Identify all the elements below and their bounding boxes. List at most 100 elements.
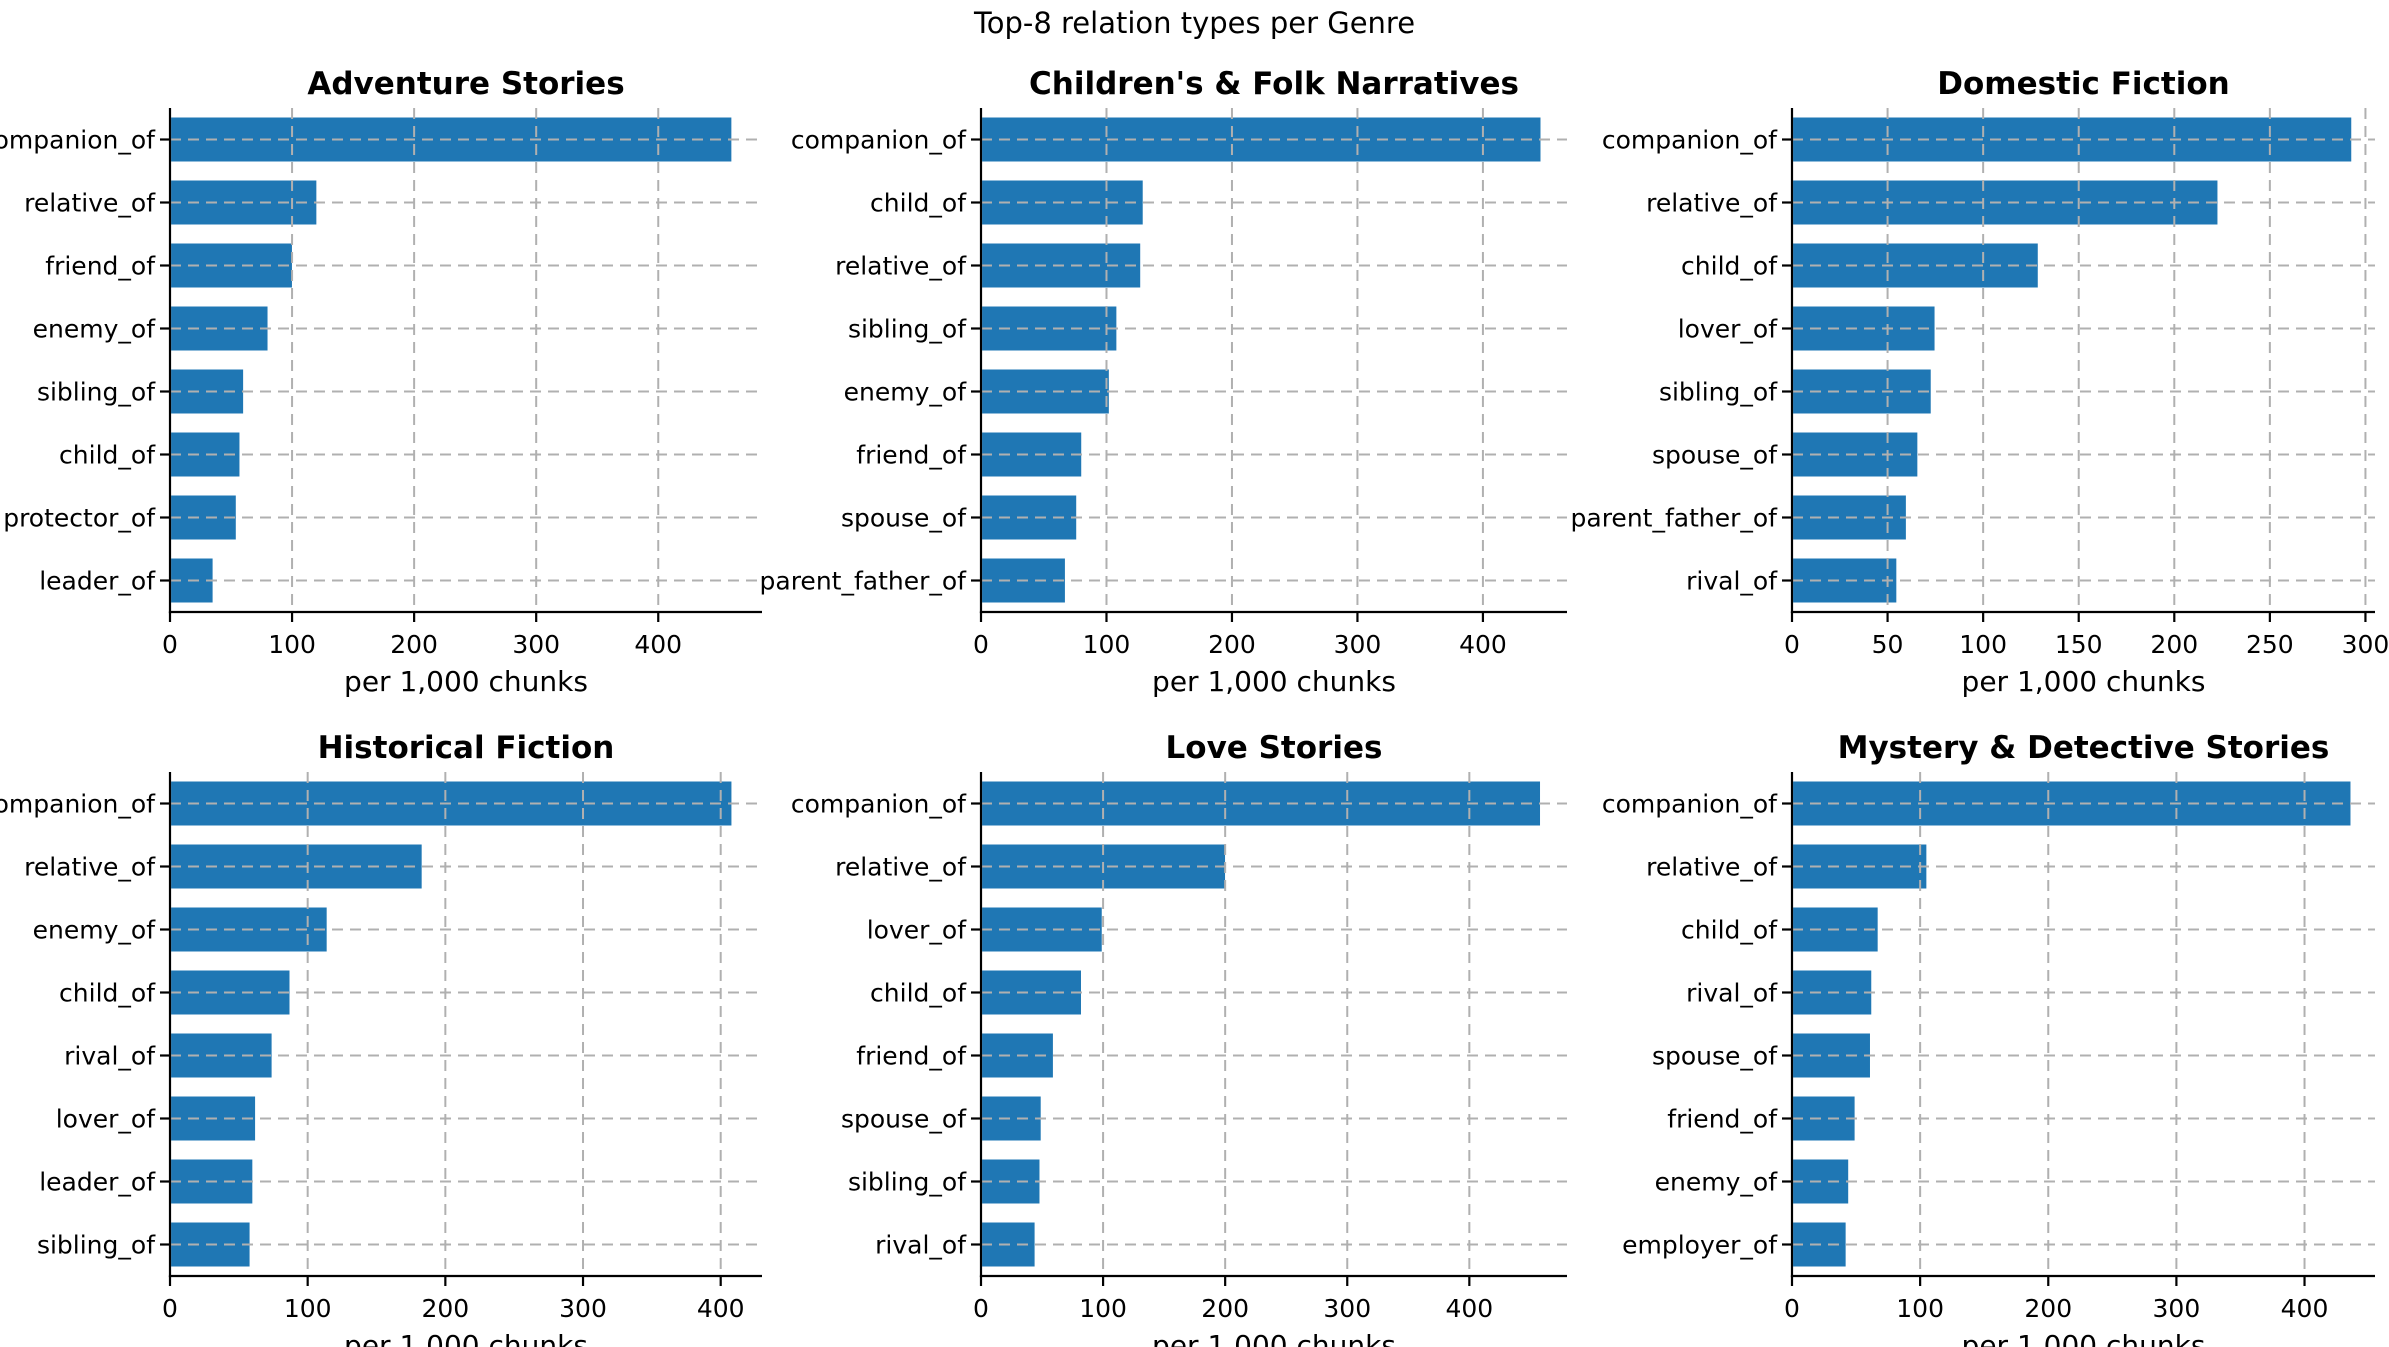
x-tick-label: 400 [1459,630,1507,659]
subplot-title: Domestic Fiction [1937,66,2229,102]
subplot-historical-fiction: 0 100 200 300 400 companion_of relative_ofenem… [0,730,762,1347]
category-label: companion_of [0,790,156,819]
category-label: relative_of [1646,853,1778,882]
category-label: enemy_of [33,916,157,945]
category-label: sibling_of [37,378,156,407]
category-label: child_of [870,189,967,218]
x-tick-label: 400 [697,1294,745,1323]
x-tick-label: 200 [1201,1294,1249,1323]
category-label: companion_of [791,790,967,819]
category-label: parent_father_of [1571,504,1779,533]
category-label: rival_of [1686,567,1778,596]
x-tick-label: 200 [390,630,438,659]
category-label: lover_of [56,1105,156,1134]
category-label: parent_father_of [760,567,968,596]
category-label: spouse_of [841,504,967,533]
x-tick-label: 400 [1445,1294,1493,1323]
x-tick-label: 300 [1334,630,1382,659]
category-label: companion_of [1602,126,1778,155]
category-label: relative_of [1646,189,1778,218]
category-label: child_of [870,979,967,1008]
category-label: employer_of [1622,1231,1778,1260]
subplot-title: Mystery & Detective Stories [1838,730,2330,766]
category-label: lover_of [1678,315,1778,344]
category-label: friend_of [45,252,156,281]
category-label: enemy_of [1655,1168,1779,1197]
subplot-mystery-detective-stories: 0 100 200 300 400 companion_of relative_ofchil… [1602,730,2375,1347]
category-label: sibling_of [37,1231,156,1260]
category-label: friend_of [1667,1105,1778,1134]
x-axis-label: per 1,000 chunks [344,665,588,698]
category-label: leader_of [39,1168,156,1197]
x-tick-label: 0 [1784,1294,1800,1323]
x-tick-label: 300 [559,1294,607,1323]
category-label: companion_of [1602,790,1778,819]
x-axis-label: per 1,000 chunks [1152,665,1396,698]
subplot-domestic-fiction: 0 50 100 150 200 250 300 companion_of relative_o… [1571,66,2389,698]
subplot-adventure-stories: 0 100 200 300 400 companion_of relative_offrie… [0,66,762,698]
category-label: relative_of [835,853,967,882]
x-tick-label: 0 [973,1294,989,1323]
bar-rival_of [171,1033,272,1078]
category-label: lover_of [867,916,967,945]
category-label: rival_of [1686,979,1778,1008]
category-label: leader_of [39,567,156,596]
x-tick-label: 0 [1784,630,1800,659]
x-tick-label: 250 [2246,630,2294,659]
category-label: sibling_of [848,1168,967,1197]
x-tick-label: 300 [1323,1294,1371,1323]
x-tick-label: 0 [973,630,989,659]
x-tick-label: 150 [2055,630,2103,659]
x-tick-label: 0 [162,630,178,659]
x-tick-label: 400 [2281,1294,2329,1323]
category-label: relative_of [24,189,156,218]
category-label: sibling_of [848,315,967,344]
x-tick-label: 100 [268,630,316,659]
category-label: friend_of [856,441,967,470]
category-label: companion_of [0,126,156,155]
x-tick-label: 100 [1896,1294,1944,1323]
x-tick-label: 400 [634,630,682,659]
x-tick-label: 0 [162,1294,178,1323]
category-label: relative_of [835,252,967,281]
x-axis-label: per 1,000 chunks [1962,1329,2206,1347]
bar-child_of [982,970,1081,1015]
bar-enemy_of [171,306,268,351]
bar-rival_of [1793,558,1897,603]
category-label: friend_of [856,1042,967,1071]
category-label: companion_of [791,126,967,155]
x-tick-label: 300 [2153,1294,2201,1323]
subplot-title: Adventure Stories [307,66,624,102]
x-tick-label: 100 [1959,630,2007,659]
bar-friend_of [1793,1096,1855,1141]
x-tick-label: 200 [421,1294,469,1323]
x-tick-label: 300 [512,630,560,659]
category-label: spouse_of [841,1105,967,1134]
category-label: child_of [1681,252,1778,281]
x-tick-label: 100 [284,1294,332,1323]
x-tick-label: 300 [2342,630,2389,659]
category-label: spouse_of [1652,1042,1778,1071]
x-tick-label: 100 [1079,1294,1127,1323]
subplot-title: Children's & Folk Narratives [1029,66,1519,102]
category-label: child_of [59,979,156,1008]
x-tick-label: 200 [1208,630,1256,659]
x-axis-label: per 1,000 chunks [1152,1329,1396,1347]
category-label: child_of [1681,916,1778,945]
category-label: enemy_of [844,378,968,407]
category-label: rival_of [875,1231,967,1260]
subplot-children-s-folk-narratives: 0 100 200 300 400 companion_of child_ofrelativ… [760,66,1567,698]
category-label: protector_of [3,504,156,533]
subplot-title: Love Stories [1166,730,1383,766]
x-tick-label: 50 [1872,630,1904,659]
x-axis-label: per 1,000 chunks [344,1329,588,1347]
bar-friend_of [982,432,1082,477]
category-label: rival_of [64,1042,156,1071]
x-tick-label: 200 [2024,1294,2072,1323]
x-axis-label: per 1,000 chunks [1962,665,2206,698]
subplot-title: Historical Fiction [318,730,615,766]
bar-relative_of [1793,180,2218,225]
x-tick-label: 100 [1083,630,1131,659]
